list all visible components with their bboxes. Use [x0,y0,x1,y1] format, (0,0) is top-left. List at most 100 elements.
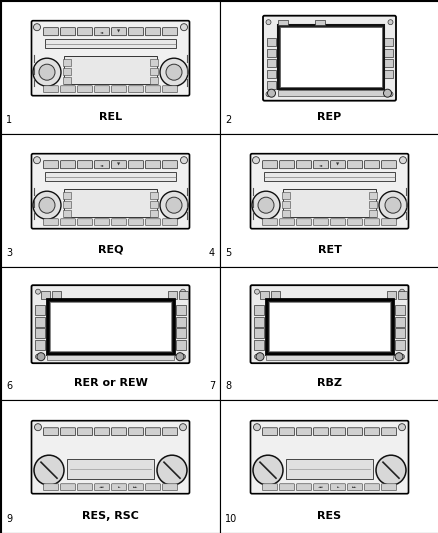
Circle shape [379,191,407,219]
FancyBboxPatch shape [145,428,160,435]
FancyBboxPatch shape [251,421,409,494]
Bar [176,317,186,327]
Circle shape [399,354,405,359]
FancyBboxPatch shape [364,160,379,168]
Text: RES, RSC: RES, RSC [82,511,139,521]
Text: 5: 5 [225,248,231,258]
Text: REL: REL [99,112,122,122]
Circle shape [34,455,64,485]
Bar [395,340,405,350]
Bar [266,49,276,56]
FancyBboxPatch shape [348,219,362,225]
Text: 6: 6 [6,381,12,391]
FancyBboxPatch shape [95,86,110,93]
Bar [369,210,377,217]
Bar [67,459,154,479]
Circle shape [33,157,40,164]
Circle shape [266,92,271,96]
Bar [278,20,287,25]
Bar [150,210,158,217]
FancyBboxPatch shape [297,428,311,435]
Bar [1,267,220,400]
Bar [45,172,176,181]
Circle shape [252,191,280,219]
Bar [45,39,176,48]
Bar [47,298,174,354]
Circle shape [388,20,393,25]
FancyBboxPatch shape [112,160,127,168]
Bar [168,290,177,298]
FancyBboxPatch shape [331,160,346,168]
FancyBboxPatch shape [381,484,396,490]
Bar [63,192,71,199]
Circle shape [33,58,61,86]
Text: REQ: REQ [98,245,123,255]
FancyBboxPatch shape [162,160,177,168]
Text: ►: ► [118,485,120,489]
Bar [314,20,325,25]
Bar [50,302,171,351]
Bar [271,290,280,298]
FancyBboxPatch shape [44,219,58,225]
Text: ◄: ◄ [100,163,103,167]
Bar [35,340,45,350]
Bar [395,317,405,327]
Bar [63,77,71,84]
Bar [150,68,158,75]
FancyBboxPatch shape [251,154,409,229]
FancyBboxPatch shape [364,428,379,435]
Bar [254,340,264,350]
FancyBboxPatch shape [95,428,110,435]
FancyBboxPatch shape [381,160,396,168]
Bar [266,80,276,88]
Circle shape [180,289,186,294]
FancyBboxPatch shape [251,285,409,363]
FancyBboxPatch shape [32,285,190,363]
FancyBboxPatch shape [279,219,294,225]
Circle shape [376,455,406,485]
FancyBboxPatch shape [145,484,160,490]
Bar [64,56,157,84]
Text: 9: 9 [6,514,12,524]
FancyBboxPatch shape [112,28,127,36]
Circle shape [384,89,392,97]
Bar [63,210,71,217]
Circle shape [35,289,40,294]
Bar [269,302,390,351]
FancyBboxPatch shape [347,160,363,168]
FancyBboxPatch shape [314,219,328,225]
FancyBboxPatch shape [60,428,75,435]
Text: ►►: ►► [133,485,139,489]
FancyBboxPatch shape [297,219,311,225]
Text: RES: RES [318,511,342,521]
FancyBboxPatch shape [263,428,277,435]
Circle shape [33,191,61,219]
FancyBboxPatch shape [314,428,328,435]
Text: 2: 2 [225,115,231,125]
FancyBboxPatch shape [381,219,396,225]
FancyBboxPatch shape [162,28,177,36]
FancyBboxPatch shape [60,219,75,225]
Text: RBZ: RBZ [317,378,342,387]
FancyBboxPatch shape [129,428,143,435]
Bar [283,189,376,217]
Circle shape [388,92,393,96]
FancyBboxPatch shape [331,219,346,225]
FancyBboxPatch shape [263,219,277,225]
Circle shape [256,353,264,361]
Text: 8: 8 [225,381,231,391]
FancyBboxPatch shape [348,428,362,435]
Bar [220,1,438,134]
FancyBboxPatch shape [32,21,190,96]
Circle shape [268,89,276,97]
FancyBboxPatch shape [162,484,177,490]
Text: ◄: ◄ [319,163,322,167]
Bar [254,305,264,315]
Bar [63,68,71,75]
Bar [254,317,264,327]
Circle shape [258,197,274,213]
Bar [179,290,188,298]
Circle shape [180,354,186,359]
Circle shape [395,353,403,361]
Bar [260,290,269,298]
